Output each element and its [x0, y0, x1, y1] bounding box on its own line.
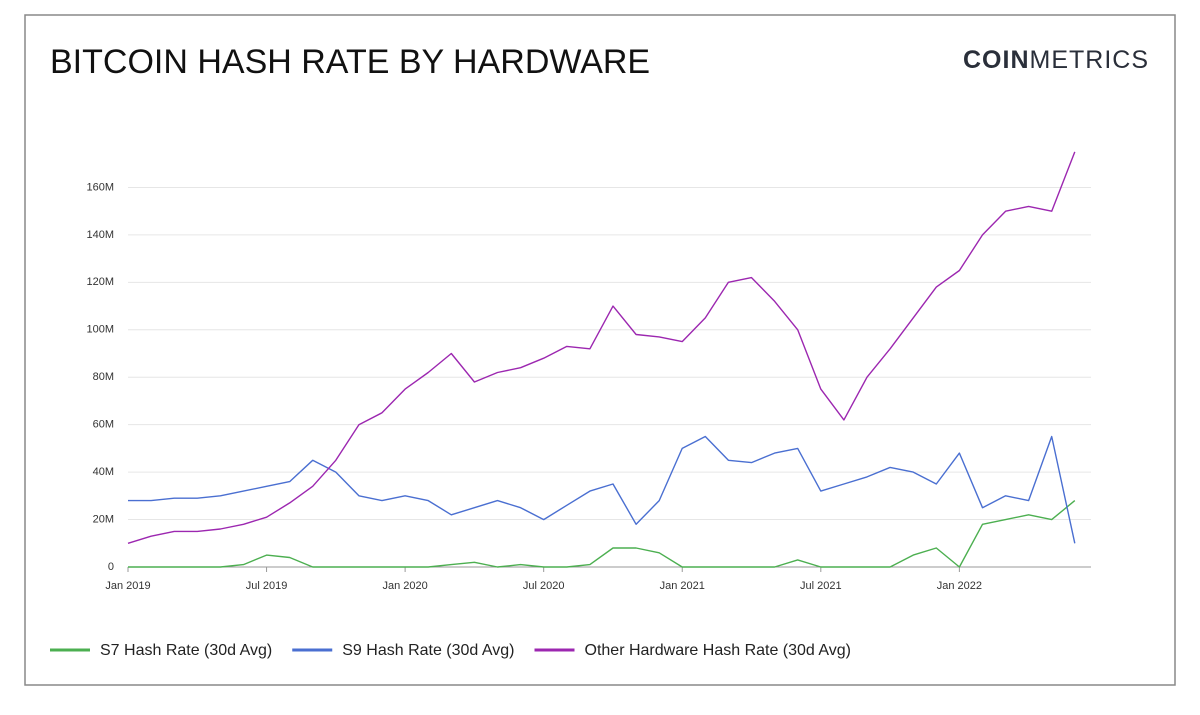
x-tick-label: Jan 2019 [105, 580, 150, 592]
y-tick-label: 0 [108, 561, 114, 573]
series-line [128, 435, 1076, 544]
series-line [128, 500, 1076, 568]
legend-label: Other Hardware Hash Rate (30d Avg) [585, 642, 852, 659]
y-tick-label: 60M [93, 419, 114, 431]
legend-label: S9 Hash Rate (30d Avg) [342, 642, 514, 659]
legend-label: S7 Hash Rate (30d Avg) [100, 642, 272, 659]
x-tick-label: Jul 2020 [523, 580, 565, 592]
series-line [127, 151, 1076, 544]
x-tick-label: Jan 2021 [660, 580, 705, 592]
y-tick-label: 140M [86, 229, 114, 241]
x-tick-label: Jul 2021 [800, 580, 842, 592]
x-tick-label: Jul 2019 [246, 580, 288, 592]
brand-logo: COINMETRICS [963, 46, 1149, 74]
chart-title: BITCOIN HASH RATE BY HARDWARE [50, 43, 650, 81]
x-tick-label: Jan 2020 [382, 580, 427, 592]
brand-light: METRICS [1030, 46, 1150, 74]
brand-bold: COIN [963, 46, 1030, 74]
y-tick-label: 40M [93, 466, 114, 478]
y-tick-label: 160M [86, 181, 114, 193]
y-tick-label: 20M [93, 513, 114, 525]
y-tick-label: 100M [86, 324, 114, 336]
y-tick-label: 120M [86, 276, 114, 288]
y-tick-label: 80M [93, 371, 114, 383]
frame [24, 14, 1176, 686]
x-tick-label: Jan 2022 [937, 580, 982, 592]
